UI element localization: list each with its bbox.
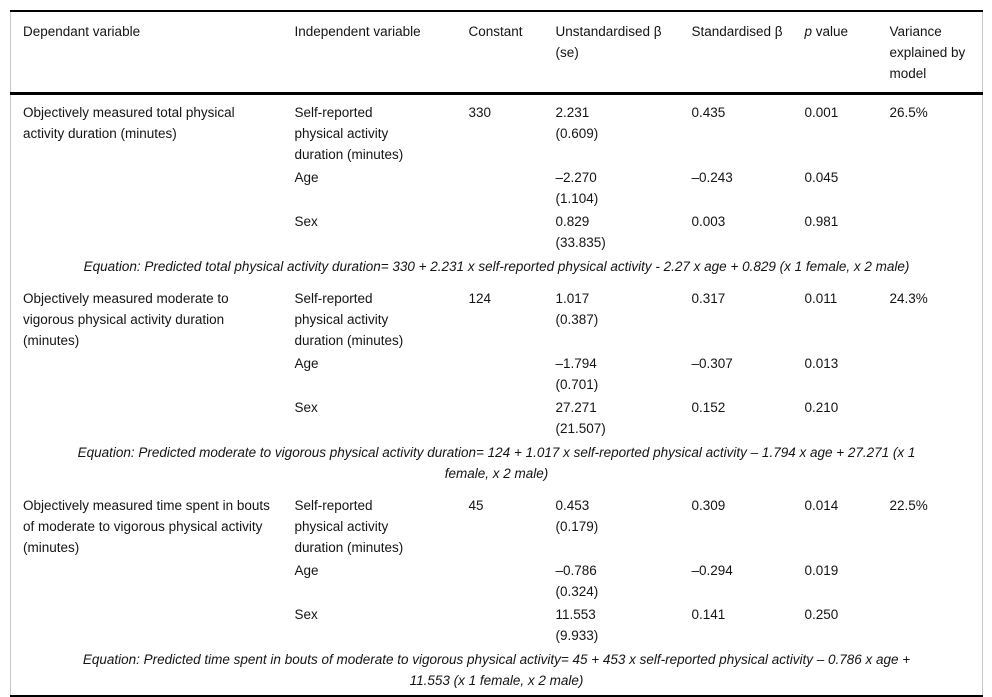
table-row: Objectively measured time spent in bouts… xyxy=(11,488,983,558)
regression-table: Dependant variable Independent variable … xyxy=(10,10,983,697)
standardised-beta-cell: 0.141 xyxy=(691,607,726,622)
independent-variable-cell: Self-reported physical activity duration… xyxy=(294,498,404,555)
variance-cell: 24.3% xyxy=(889,291,928,306)
constant-cell xyxy=(469,395,556,439)
standardised-beta-cell: 0.435 xyxy=(691,105,726,120)
equation-cell: Equation: Predicted moderate to vigorous… xyxy=(11,439,983,488)
p-value-cell: 0.045 xyxy=(804,170,839,185)
independent-variable-cell: Self-reported physical activity duration… xyxy=(294,291,404,348)
table-row: Objectively measured moderate to vigorou… xyxy=(11,281,983,351)
equation-row: Equation: Predicted time spent in bouts … xyxy=(11,646,983,696)
dependent-variable-cell: Objectively measured moderate to vigorou… xyxy=(23,291,229,348)
dependent-variable-cell: Objectively measured total physical acti… xyxy=(23,105,235,141)
independent-variable-cell: Age xyxy=(294,356,319,371)
unstandardised-beta-cell: 1.017 (0.387) xyxy=(555,291,599,327)
independent-variable-cell: Sex xyxy=(294,214,318,229)
equation-text: Equation: Predicted total physical activ… xyxy=(83,259,910,274)
unstandardised-beta-cell: 11.553 (9.933) xyxy=(555,607,599,643)
variance-cell xyxy=(890,165,983,209)
independent-variable-cell: Sex xyxy=(294,400,318,415)
header-standardised-beta: Standardised β xyxy=(691,11,805,95)
p-value-cell: 0.011 xyxy=(804,291,838,306)
unstandardised-beta-cell: 2.231 (0.609) xyxy=(555,105,599,141)
standardised-beta-cell: –0.294 xyxy=(691,563,733,578)
independent-variable-cell: Age xyxy=(294,563,319,578)
variance-cell xyxy=(890,209,983,253)
table-row: Objectively measured total physical acti… xyxy=(11,94,983,166)
equation-row: Equation: Predicted moderate to vigorous… xyxy=(11,439,983,488)
equation-cell: Equation: Predicted total physical activ… xyxy=(11,253,983,281)
independent-variable-cell: Age xyxy=(294,170,319,185)
equation-cell: Equation: Predicted time spent in bouts … xyxy=(11,646,983,696)
header-p-value: p value xyxy=(804,11,890,95)
unstandardised-beta-cell: 0.453 (0.179) xyxy=(555,498,599,534)
dependent-variable-cell: Objectively measured time spent in bouts… xyxy=(23,498,270,555)
table-header: Dependant variable Independent variable … xyxy=(10,11,983,95)
unstandardised-beta-cell: 0.829 (33.835) xyxy=(555,214,606,250)
table-row: Age –1.794 (0.701) –0.307 0.013 xyxy=(11,351,983,395)
standardised-beta-cell: 0.309 xyxy=(691,498,726,513)
table-body: Objectively measured total physical acti… xyxy=(11,94,983,697)
header-row: Dependant variable Independent variable … xyxy=(10,11,983,95)
standardised-beta-cell: 0.317 xyxy=(691,291,726,306)
p-value-symbol: p xyxy=(804,24,813,39)
equation-text: Equation: Predicted moderate to vigorous… xyxy=(77,445,916,481)
standardised-beta-cell: –0.243 xyxy=(691,170,733,185)
p-value-cell: 0.014 xyxy=(804,498,839,513)
variance-cell xyxy=(890,558,983,602)
p-value-cell: 0.019 xyxy=(804,563,839,578)
header-dependant-variable: Dependant variable xyxy=(10,11,295,95)
independent-variable-cell: Self-reported physical activity duration… xyxy=(294,105,404,162)
p-value-cell: 0.250 xyxy=(804,607,839,622)
unstandardised-beta-cell: –1.794 (0.701) xyxy=(555,356,599,392)
independent-variable-cell: Sex xyxy=(294,607,318,622)
constant-cell xyxy=(469,602,556,646)
table-row: Sex 27.271 (21.507) 0.152 0.210 xyxy=(11,395,983,439)
header-constant: Constant xyxy=(468,11,556,95)
constant-cell: 45 xyxy=(468,498,484,513)
constant-cell: 124 xyxy=(468,291,492,306)
equation-text: Equation: Predicted time spent in bouts … xyxy=(82,652,911,688)
table-row: Age –2.270 (1.104) –0.243 0.045 xyxy=(11,165,983,209)
p-value-cell: 0.001 xyxy=(804,105,839,120)
table-row: Sex 11.553 (9.933) 0.141 0.250 xyxy=(11,602,983,646)
variance-cell xyxy=(890,395,983,439)
variance-cell xyxy=(890,351,983,395)
standardised-beta-cell: –0.307 xyxy=(691,356,733,371)
header-unstandardised-beta: Unstandardised β (se) xyxy=(555,11,692,95)
variance-cell xyxy=(890,602,983,646)
constant-cell xyxy=(469,558,556,602)
header-variance-explained: Variance explained by model xyxy=(889,11,983,95)
variance-cell: 26.5% xyxy=(889,105,928,120)
header-independent-variable: Independent variable xyxy=(294,11,469,95)
constant-cell: 330 xyxy=(468,105,492,120)
unstandardised-beta-cell: 27.271 (21.507) xyxy=(555,400,606,436)
p-value-cell: 0.981 xyxy=(804,214,839,229)
unstandardised-beta-cell: –0.786 (0.324) xyxy=(555,563,599,599)
equation-row: Equation: Predicted total physical activ… xyxy=(11,253,983,281)
p-value-cell: 0.210 xyxy=(804,400,839,415)
p-value-word: value xyxy=(815,24,849,39)
constant-cell xyxy=(469,209,556,253)
unstandardised-beta-cell: –2.270 (1.104) xyxy=(555,170,599,206)
table-row: Sex 0.829 (33.835) 0.003 0.981 xyxy=(11,209,983,253)
table-row: Age –0.786 (0.324) –0.294 0.019 xyxy=(11,558,983,602)
standardised-beta-cell: 0.003 xyxy=(691,214,726,229)
standardised-beta-cell: 0.152 xyxy=(691,400,726,415)
p-value-cell: 0.013 xyxy=(804,356,839,371)
constant-cell xyxy=(469,165,556,209)
variance-cell: 22.5% xyxy=(889,498,928,513)
constant-cell xyxy=(469,351,556,395)
